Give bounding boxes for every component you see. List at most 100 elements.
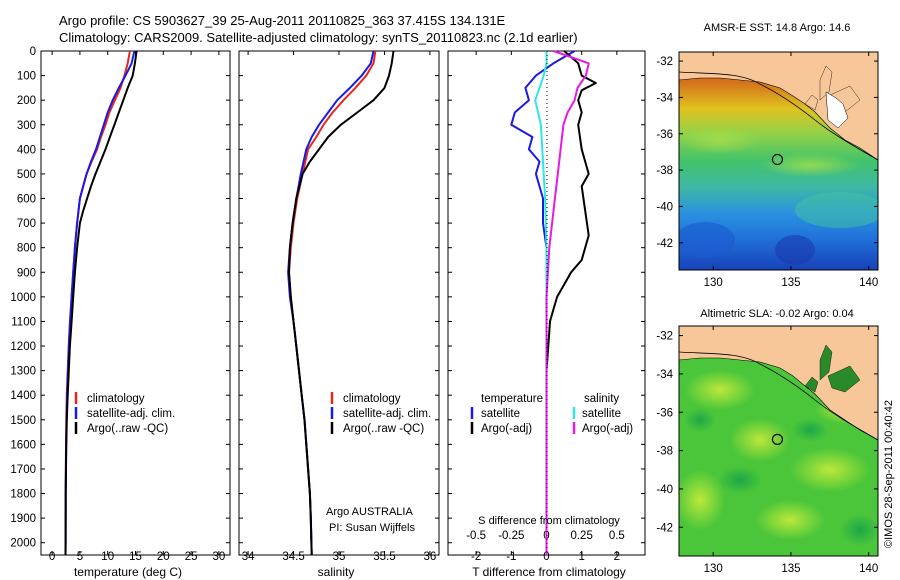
pi-note: PI: Susan Wijffels: [329, 522, 415, 534]
salinity-x-tick-label: 34: [242, 551, 255, 563]
temperature-x-tick-label: 0: [49, 551, 55, 563]
difference-s-x-tick-label: -0.5: [466, 530, 486, 542]
temperature-x-axis: 0 5 10 15 20 25 30: [49, 51, 225, 563]
t-difference-argo-adj-line: [545, 50, 597, 555]
depth-tick-label: 1500: [10, 415, 36, 427]
float-position-marker: [771, 433, 784, 445]
lat-tick-label: -38: [656, 446, 673, 458]
lat-tick-label: -36: [656, 129, 673, 141]
difference-profile-lines: [510, 50, 597, 555]
legend-label-climatology: climatology: [87, 393, 145, 405]
temperature-x-tick-label: 15: [129, 551, 142, 563]
temperature-legend: climatology satellite-adj. clim. Argo(..…: [74, 392, 175, 435]
imos-credit: ©IMOS 28-Sep-2011 00:40:42: [883, 400, 895, 548]
depth-tick-label: 1700: [10, 464, 36, 476]
legend-label-t-satellite: satellite: [481, 408, 520, 420]
difference-s-xlabel: S difference from climatology: [478, 515, 620, 527]
difference-legend: temperature salinity satellite Argo(-adj…: [470, 393, 633, 435]
lon-tick-label: 130: [704, 277, 723, 289]
depth-tick-label: 1900: [10, 513, 36, 525]
lon-tick-label: 135: [781, 563, 800, 575]
depth-tick-label: 600: [17, 194, 36, 206]
depth-tick-label: 0: [30, 46, 36, 58]
temperature-x-tick-label: 10: [101, 551, 114, 563]
depth-tick-label: 800: [17, 243, 36, 255]
sla-map-title: Altimetric SLA: -0.02 Argo: 0.04: [700, 308, 853, 320]
s-difference-satellite-line: [534, 51, 548, 555]
sst-map-title: AMSR-E SST: 14.8 Argo: 14.6: [704, 22, 851, 34]
depth-tick-label: 400: [17, 144, 36, 156]
lat-tick-label: -38: [656, 165, 673, 177]
header-line-2: Climatology: CARS2009. Satellite-adjuste…: [59, 30, 578, 45]
legend-label-argo: Argo(..raw -QC): [87, 423, 168, 435]
lat-tick-label: -32: [656, 331, 673, 343]
header-line-1: Argo profile: CS 5903627_39 25-Aug-2011 …: [59, 13, 506, 28]
salinity-x-tick-label: 35: [333, 551, 346, 563]
depth-tick-label: 1400: [10, 390, 36, 402]
lon-tick-label: 140: [859, 563, 878, 575]
salinity-x-tick-label: 35.5: [373, 551, 395, 563]
lon-tick-label: 135: [781, 277, 800, 289]
lon-tick-label: 140: [859, 277, 878, 289]
legend-label-argo: Argo(..raw -QC): [343, 423, 424, 435]
difference-s-x-tick-label: -0.25: [498, 530, 524, 542]
salinity-satellite-adj-clim-line: [287, 50, 375, 556]
legend-head-salinity: salinity: [584, 393, 619, 405]
lat-tick-label: -34: [656, 369, 673, 381]
depth-tick-label: 300: [17, 120, 36, 132]
legend-label-satellite: satellite-adj. clim.: [87, 408, 175, 420]
difference-t-x-tick-label: -2: [471, 551, 481, 563]
lat-tick-label: -40: [656, 484, 673, 496]
salinity-profile-lines: [287, 50, 395, 556]
depth-tick-label: 1600: [10, 439, 36, 451]
legend-label-climatology: climatology: [343, 393, 401, 405]
lat-tick-label: -34: [656, 92, 673, 104]
depth-tick-label: 1200: [10, 341, 36, 353]
difference-s-x-tick-label: 0.25: [570, 530, 592, 542]
sla-map-axes: -32 -34 -36 -38 -40 -42 130 135 140: [656, 326, 878, 575]
difference-t-x-tick-label: 2: [614, 551, 620, 563]
depth-tick-label: 100: [17, 71, 36, 83]
temperature-x-tick-label: 30: [212, 551, 225, 563]
difference-t-x-tick-label: -1: [506, 551, 516, 563]
temperature-xlabel: temperature (deg C): [74, 565, 182, 579]
depth-tick-label: 1100: [11, 316, 36, 328]
lat-tick-label: -42: [656, 522, 673, 534]
temperature-climatology-line: [64, 50, 131, 556]
salinity-argo-raw-qc-line: [288, 50, 395, 556]
t-difference-satellite-line: [510, 50, 576, 555]
salinity-x-tick-label: 34.5: [282, 551, 304, 563]
float-position-markers: [771, 153, 784, 445]
depth-tick-label: 500: [17, 169, 36, 181]
depth-tick-label: 700: [17, 218, 36, 230]
difference-s-x-tick-label: 0.5: [609, 530, 625, 542]
difference-t-xlabel: T difference from climatology: [472, 565, 626, 579]
temperature-profile-lines: [64, 50, 138, 556]
lat-tick-label: -40: [656, 201, 673, 213]
float-position-marker: [771, 153, 784, 166]
depth-tick-label: 200: [17, 95, 36, 107]
depth-tick-label: 1000: [10, 292, 36, 304]
legend-label-satellite: satellite-adj. clim.: [343, 408, 431, 420]
temperature-panel-frame: [40, 50, 231, 556]
temperature-x-tick-label: 25: [185, 551, 198, 563]
lat-tick-label: -32: [656, 56, 673, 68]
lat-tick-label: -36: [656, 407, 673, 419]
lon-tick-label: 130: [704, 563, 723, 575]
difference-t-x-tick-label: 0: [543, 551, 549, 563]
sst-map: [679, 52, 878, 270]
depth-tick-label: 1800: [10, 489, 36, 501]
salinity-climatology-line: [288, 50, 377, 556]
legend-label-s-satellite: satellite: [582, 408, 621, 420]
salinity-x-tick-label: 36: [424, 551, 437, 563]
temperature-argo-raw-qc-line: [64, 50, 138, 556]
salinity-x-axis: 34 34.5 35 35.5 36: [242, 51, 437, 563]
depth-tick-label: 1300: [10, 366, 36, 378]
difference-t-x-tick-label: 1: [578, 551, 584, 563]
temperature-satellite-adj-clim-line: [64, 50, 136, 556]
program-note: Argo AUSTRALIA: [326, 506, 413, 518]
legend-label-s-argo: Argo(-adj): [582, 423, 633, 435]
legend-label-t-argo: Argo(-adj): [481, 423, 532, 435]
sla-map: [679, 326, 878, 556]
